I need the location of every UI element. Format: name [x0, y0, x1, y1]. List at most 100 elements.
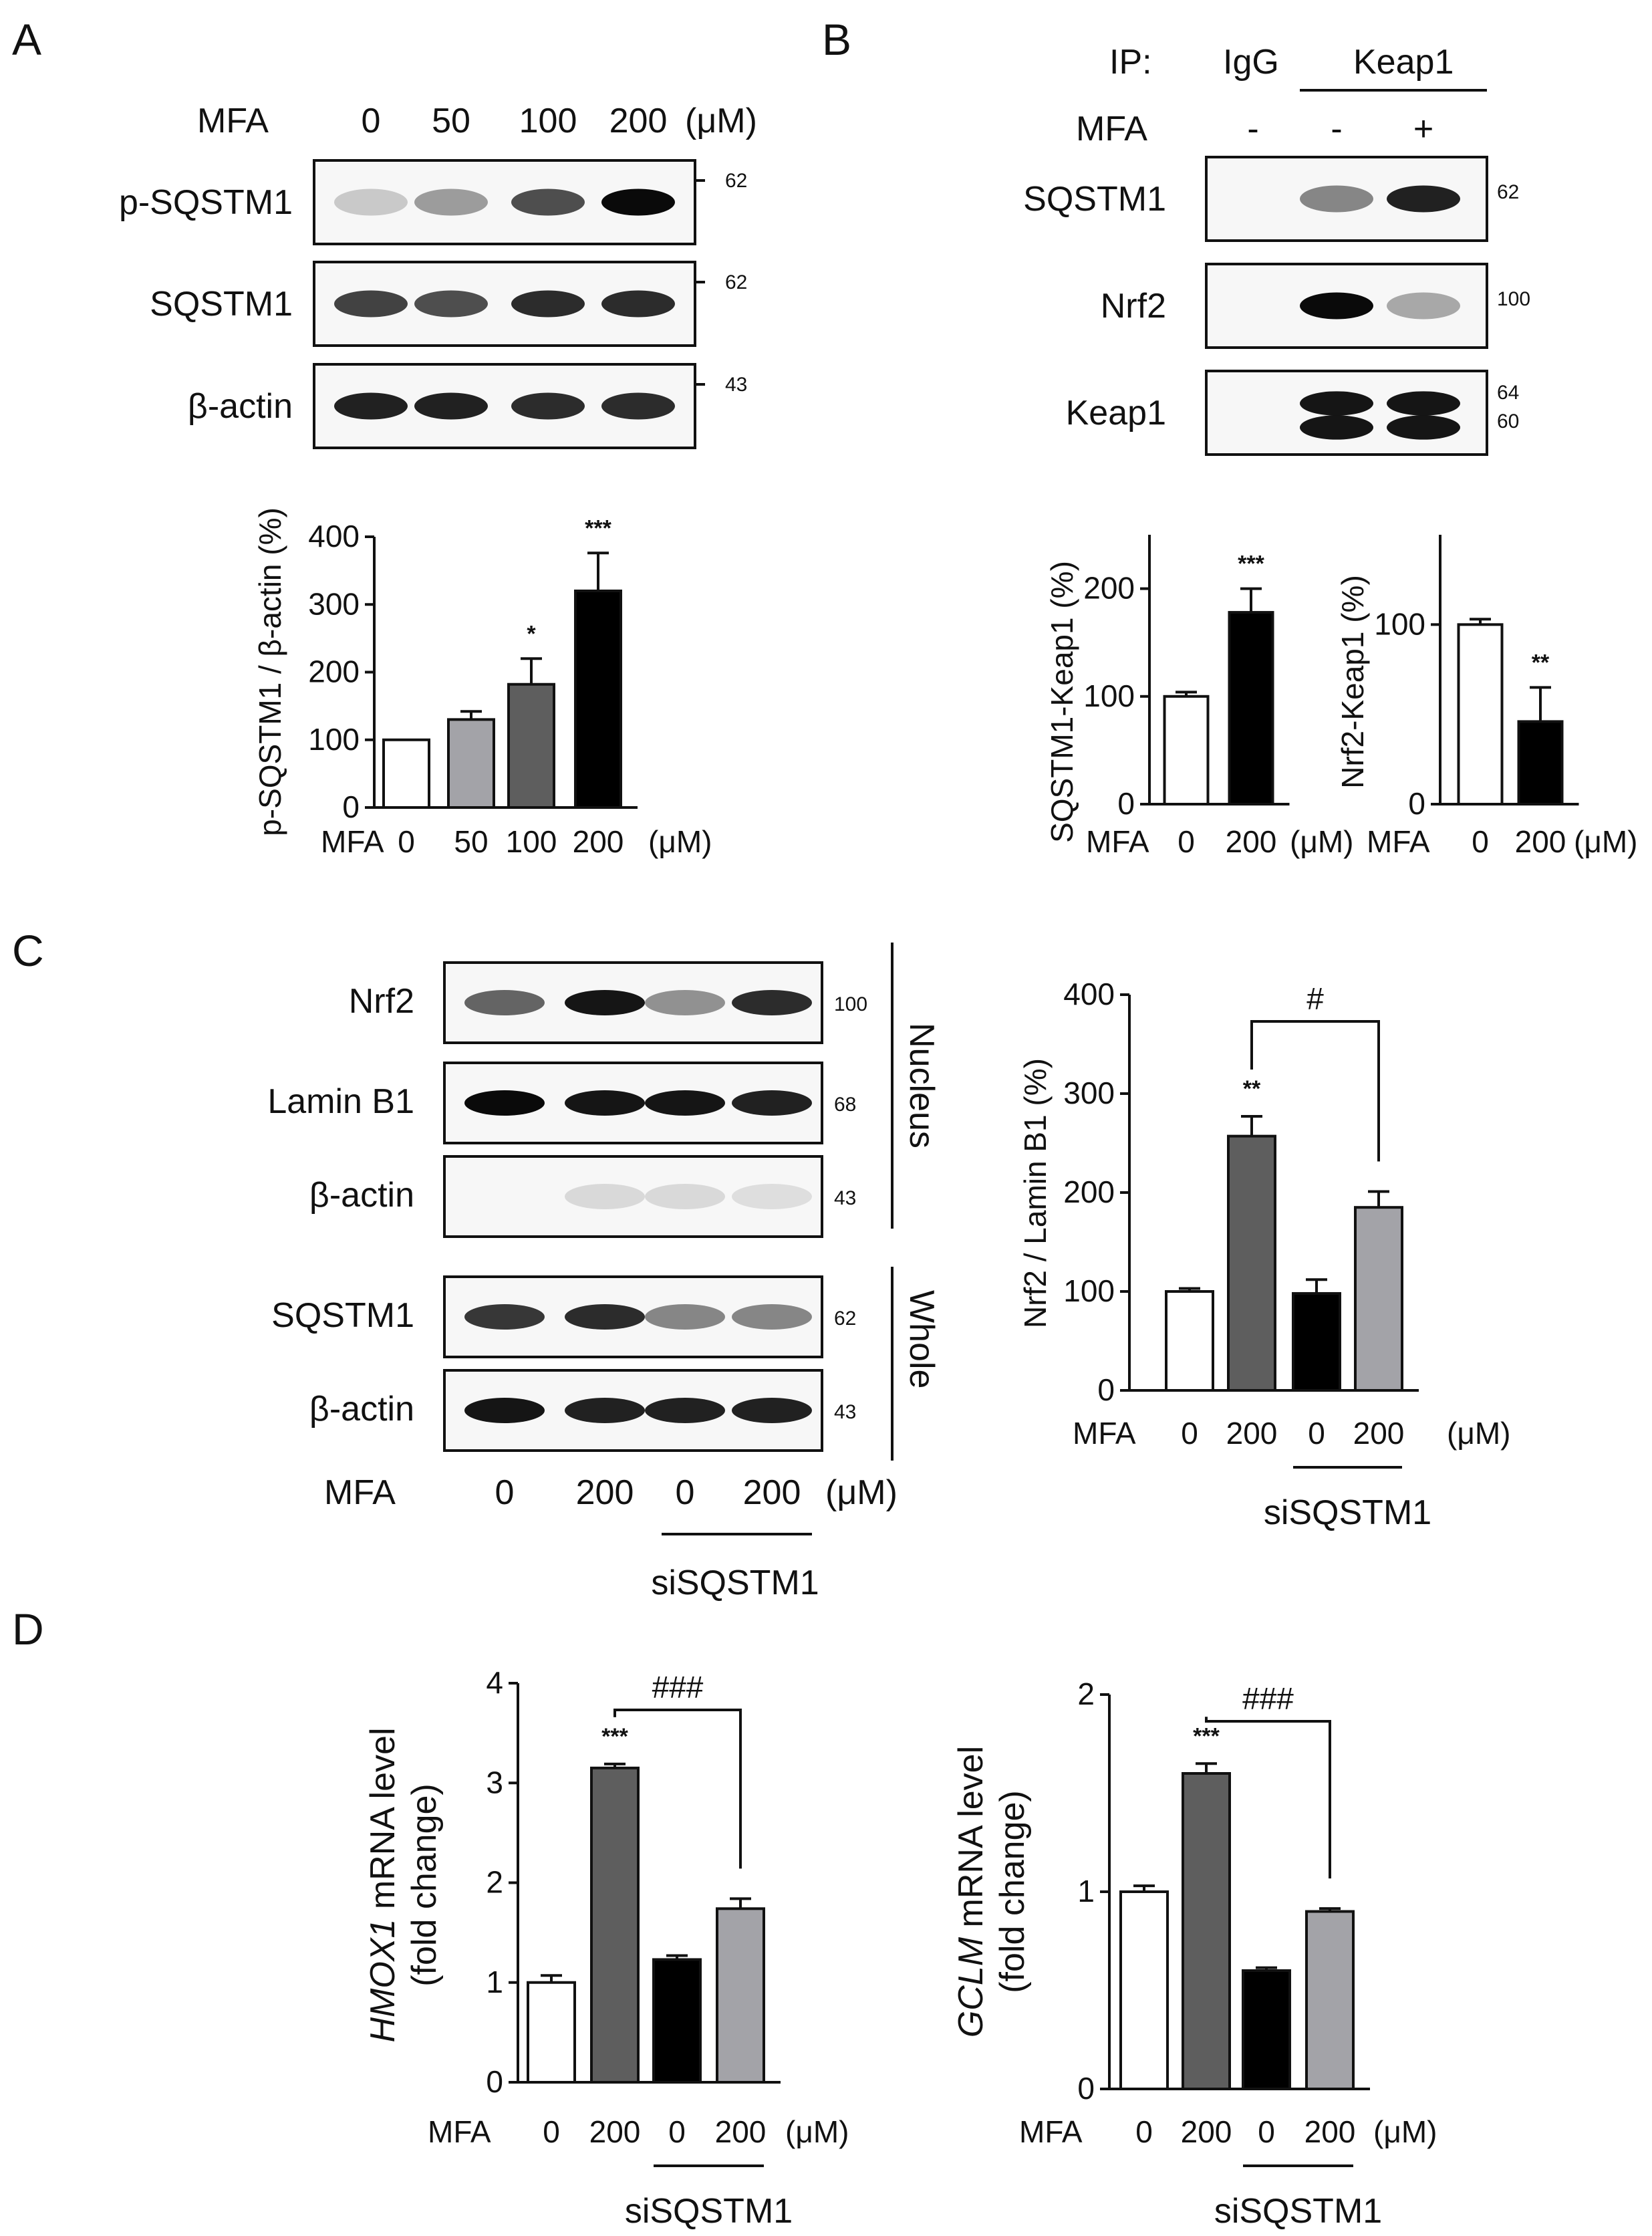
x-tick-label: 200 — [715, 2114, 767, 2149]
blot-b-row-band — [1300, 415, 1373, 440]
panel-letter-b: B — [822, 15, 851, 64]
y-tick-label: 3 — [486, 1765, 503, 1799]
x-tick-label: 0 — [1472, 824, 1489, 859]
blot-b-row-band — [1300, 391, 1373, 416]
y-axis-label-gene: HMOX1 — [364, 1919, 402, 2043]
blot-a-row-band — [334, 392, 408, 420]
blot-b-ip-label: IP: — [1109, 43, 1152, 82]
blot-a-unit: (μM) — [685, 102, 757, 140]
blot-a-row-label: SQSTM1 — [150, 285, 293, 324]
blot-c-row-band — [645, 1304, 725, 1330]
panel-letter-a: A — [12, 15, 41, 64]
blot-a-row-band — [601, 290, 675, 318]
y-axis-label: HMOX1 mRNA level — [364, 1728, 402, 2043]
group-label: siSQSTM1 — [1264, 1493, 1431, 1532]
bar — [652, 1958, 702, 2084]
blot-c-whole-label: Whole — [902, 1290, 941, 1388]
y-tick-label: 400 — [1063, 977, 1115, 1011]
blot-a-row-band — [511, 392, 585, 420]
blot-b-ip-igg: IgG — [1223, 43, 1279, 82]
x-unit-label: (μM) — [1574, 824, 1637, 859]
y-tick-label: 100 — [1063, 1273, 1115, 1308]
y-tick-label: 400 — [308, 519, 360, 553]
chart-C: 0 100 200 300 400 0 ** 200 0 200 MFA (μM) siSQSTM1 # N… — [1018, 977, 1510, 1532]
blot-c-row — [443, 1369, 823, 1452]
blot-b-mw-label: 100 — [1497, 288, 1530, 310]
blot-b-row-band — [1300, 292, 1373, 320]
comparison-bracket — [613, 1709, 742, 1869]
blot-c-row-band — [732, 1304, 812, 1330]
blot-c-nucleus-label: Nucleus — [902, 1023, 941, 1148]
x-tick-label: 0 — [668, 2114, 686, 2149]
y-axis-label: Nrf2-Keap1 (%) — [1335, 575, 1370, 789]
y-axis-label-line2: (fold change) — [405, 1783, 444, 1987]
blot-b-ip-keap1: Keap1 — [1353, 43, 1454, 82]
panel-letter-c: C — [12, 926, 44, 975]
blot-c-row-band — [645, 990, 725, 1015]
x-tick-label: 0 — [398, 824, 415, 859]
y-axis-label: p-SQSTM1 / β-actin (%) — [253, 507, 287, 836]
group-label: siSQSTM1 — [1214, 2192, 1382, 2231]
y-tick-label: 2 — [486, 1865, 503, 1900]
blot-b-mw-label: 62 — [1497, 181, 1519, 203]
y-axis-label-line2: (fold change) — [993, 1790, 1032, 1993]
x-prefix-label: MFA — [1073, 1416, 1136, 1451]
y-tick-label: 0 — [1408, 786, 1425, 821]
blot-a-mw-label: 62 — [725, 271, 747, 293]
chart-B-right: 0 100 0 ** 200 MFA (μM) Nrf2-Keap1 (%) — [1335, 535, 1637, 859]
comparison-label: ### — [652, 1670, 704, 1705]
y-tick-label: 1 — [1077, 1874, 1095, 1908]
chart-B-left: 0 100 200 0 *** 200 MFA (μM) SQSTM1-Keap1 (%) — [1045, 535, 1353, 859]
x-tick-label: 200 — [1304, 2114, 1356, 2149]
bar — [1517, 720, 1564, 805]
blot-b-row-band — [1387, 415, 1460, 440]
blot-b-treat-label: MFA — [1076, 110, 1147, 148]
blot-c-row-band — [732, 990, 812, 1015]
y-tick-label: 0 — [1097, 1372, 1115, 1407]
blot-a-row-label: p-SQSTM1 — [119, 183, 293, 222]
group-label: siSQSTM1 — [625, 2192, 793, 2231]
bar — [1182, 1772, 1231, 2090]
blot-c-row-label: Lamin B1 — [267, 1082, 414, 1121]
y-tick-label: 0 — [1077, 2071, 1095, 2106]
y-tick-label: 300 — [1063, 1076, 1115, 1110]
x-prefix-label: MFA — [321, 824, 384, 859]
x-prefix-label: MFA — [428, 2114, 491, 2149]
blot-b-row-band — [1387, 185, 1460, 213]
blot-a-row-band — [511, 290, 585, 318]
blot-c-row-band — [732, 1184, 812, 1209]
x-unit-label: (μM) — [1447, 1416, 1510, 1451]
x-tick-label: 0 — [1181, 1416, 1198, 1451]
blot-a-row-band — [414, 189, 488, 216]
bar — [590, 1766, 640, 2084]
bar — [574, 590, 622, 809]
y-tick-label: 300 — [308, 586, 360, 621]
blot-c-lane-label: 200 — [576, 1473, 634, 1512]
y-axis-label: GCLM mRNA level — [952, 1746, 990, 2037]
blot-b-row — [1205, 156, 1488, 242]
bar — [1165, 1290, 1214, 1392]
blot-c-lane-label: 200 — [743, 1473, 801, 1512]
x-tick-label: 0 — [1308, 1416, 1325, 1451]
x-tick-label: 200 — [1226, 824, 1277, 859]
x-tick-label: 200 — [573, 824, 624, 859]
bar — [1354, 1206, 1403, 1392]
blot-a-mw-label: 43 — [725, 374, 747, 396]
blot-c-row-band — [565, 1184, 645, 1209]
x-prefix-label: MFA — [1019, 2114, 1083, 2149]
significance-label: *** — [1238, 551, 1264, 577]
blot-c-row-band — [565, 1304, 645, 1330]
bar — [1227, 1134, 1276, 1392]
y-axis-label: Nrf2 / Lamin B1 (%) — [1018, 1058, 1053, 1328]
bar — [447, 718, 495, 809]
blot-b-row — [1205, 370, 1488, 456]
x-tick-label: 200 — [1515, 824, 1566, 859]
x-tick-label: 200 — [1181, 2114, 1232, 2149]
blot-c-row-band — [464, 1304, 545, 1330]
blot-a-row-band — [414, 392, 488, 420]
significance-label: ** — [1243, 1076, 1261, 1102]
blot-c-row-band — [645, 1184, 725, 1209]
y-axis-label: SQSTM1-Keap1 (%) — [1045, 561, 1079, 843]
blot-c-row-band — [565, 990, 645, 1015]
